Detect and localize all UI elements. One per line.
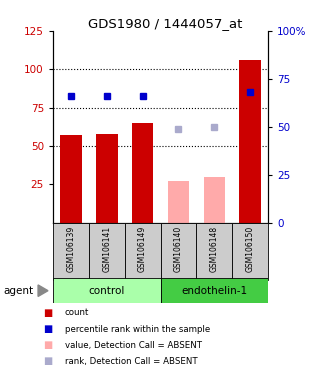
Text: ■: ■ bbox=[43, 356, 52, 366]
Bar bbox=[132, 123, 153, 223]
Bar bbox=[204, 177, 225, 223]
Polygon shape bbox=[38, 285, 48, 296]
Text: GSM106149: GSM106149 bbox=[138, 225, 147, 272]
Bar bbox=[196, 223, 232, 280]
Bar bbox=[161, 278, 268, 303]
Text: value, Detection Call = ABSENT: value, Detection Call = ABSENT bbox=[65, 341, 202, 350]
Text: ■: ■ bbox=[43, 340, 52, 350]
Text: ■: ■ bbox=[43, 324, 52, 334]
Text: endothelin-1: endothelin-1 bbox=[181, 286, 247, 296]
Bar bbox=[232, 223, 268, 280]
Text: GSM106139: GSM106139 bbox=[67, 225, 75, 272]
Text: GDS1980 / 1444057_at: GDS1980 / 1444057_at bbox=[88, 17, 243, 30]
Bar bbox=[239, 60, 261, 223]
Text: count: count bbox=[65, 308, 89, 318]
Text: GSM106150: GSM106150 bbox=[246, 225, 255, 272]
Bar bbox=[53, 278, 161, 303]
Text: percentile rank within the sample: percentile rank within the sample bbox=[65, 324, 210, 334]
Bar bbox=[89, 223, 125, 280]
Text: GSM106148: GSM106148 bbox=[210, 225, 219, 272]
Bar bbox=[60, 135, 82, 223]
Text: GSM106141: GSM106141 bbox=[102, 225, 111, 272]
Text: ■: ■ bbox=[43, 308, 52, 318]
Text: rank, Detection Call = ABSENT: rank, Detection Call = ABSENT bbox=[65, 357, 197, 366]
Bar bbox=[53, 223, 89, 280]
Bar bbox=[125, 223, 161, 280]
Bar bbox=[161, 223, 196, 280]
Text: control: control bbox=[89, 286, 125, 296]
Bar bbox=[96, 134, 118, 223]
Bar bbox=[168, 181, 189, 223]
Text: GSM106140: GSM106140 bbox=[174, 225, 183, 272]
Text: agent: agent bbox=[3, 286, 33, 296]
